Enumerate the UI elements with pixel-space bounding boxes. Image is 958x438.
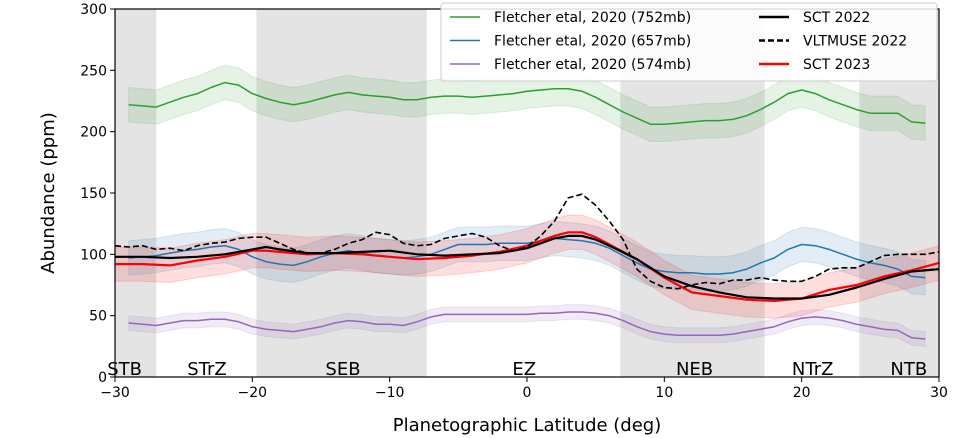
x-tick-label: −10	[375, 385, 405, 401]
x-tick-label: 30	[930, 385, 948, 401]
y-tick-label: 300	[80, 2, 107, 18]
series-line-4	[114, 193, 940, 290]
y-axis-label: Abundance (ppm)	[38, 112, 59, 274]
uncertainty-fills	[114, 64, 940, 347]
y-tick-label: 0	[98, 370, 107, 386]
x-tick-label: −30	[100, 385, 130, 401]
shaded-band	[256, 9, 427, 377]
legend-entry-label: SCT 2023	[803, 57, 870, 73]
region-label: STB	[107, 359, 142, 380]
x-tick-label: 0	[523, 385, 532, 401]
series-line-2	[128, 311, 926, 340]
x-tick-label: 20	[793, 385, 811, 401]
legend-entry-label: VLTMUSE 2022	[803, 34, 907, 50]
region-label: NEB	[676, 359, 713, 380]
y-tick-label: 200	[80, 125, 107, 141]
region-label: NTB	[890, 359, 927, 380]
legend: Fletcher etal, 2020 (752mb) Fletcher etal…	[440, 2, 938, 82]
x-axis-label: Planetographic Latitude (deg)	[393, 415, 662, 436]
legend-entry-label: Fletcher etal, 2020 (752mb)	[494, 10, 691, 26]
series-line-1	[128, 237, 926, 279]
series-2-uncertainty-band	[128, 304, 926, 347]
region-label: SEB	[325, 359, 360, 380]
region-label: STrZ	[187, 359, 227, 380]
region-label: NTrZ	[792, 359, 834, 380]
y-tick-label: 150	[80, 186, 107, 202]
x-tick-label: −20	[238, 385, 268, 401]
x-tick-label: 10	[655, 385, 673, 401]
series-line-5	[115, 231, 940, 302]
series-0-uncertainty-band	[128, 64, 926, 142]
region-labels: STB STrZ SEB EZ NEB NTrZ NTB	[107, 359, 927, 380]
legend-box	[440, 2, 938, 82]
region-label: EZ	[512, 359, 536, 380]
series-1-uncertainty-band	[128, 220, 926, 296]
shaded-band	[115, 9, 157, 377]
y-tick-label: 100	[80, 247, 107, 263]
series-lines	[114, 81, 940, 340]
legend-entry-label: Fletcher etal, 2020 (574mb)	[494, 57, 691, 73]
y-tick-label: 50	[89, 309, 107, 325]
legend-entry-label: Fletcher etal, 2020 (657mb)	[494, 34, 691, 50]
series-line-0	[128, 81, 926, 126]
legend-entry-label: SCT 2022	[803, 10, 870, 26]
series-line-3	[115, 234, 940, 300]
y-tick-label: 250	[80, 63, 107, 79]
